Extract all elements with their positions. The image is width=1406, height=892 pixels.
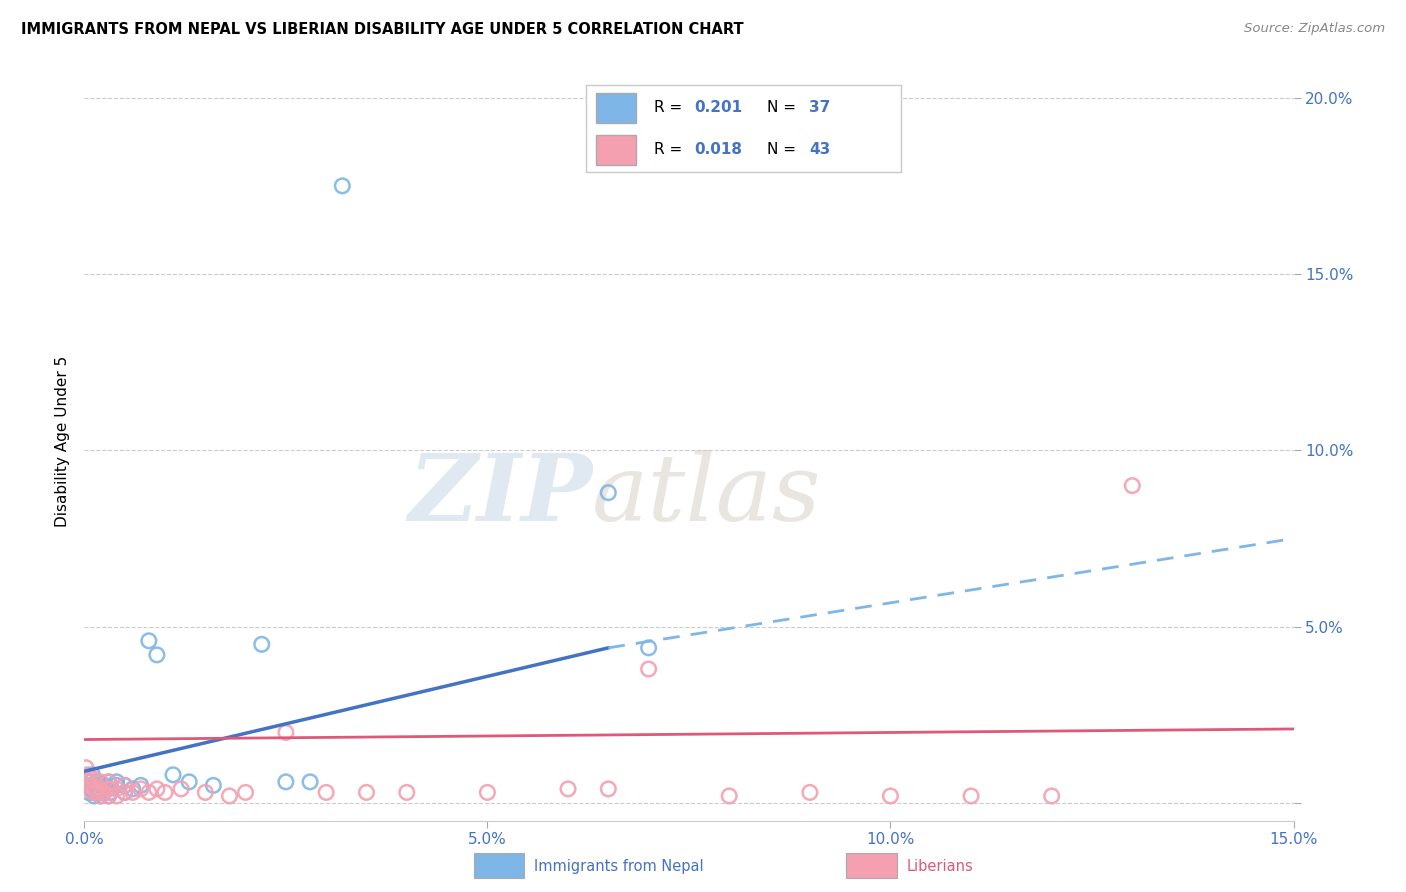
Point	[395, 785, 418, 799]
Text: atlas: atlas	[592, 450, 821, 540]
Point	[82, 778, 104, 792]
Text: ZIP: ZIP	[408, 450, 592, 540]
Point	[76, 768, 98, 782]
Point	[637, 662, 659, 676]
Point	[330, 178, 353, 193]
Text: Liberians: Liberians	[907, 859, 973, 873]
Point	[91, 785, 114, 799]
Point	[146, 648, 169, 662]
Point	[82, 785, 104, 799]
Point	[89, 775, 111, 789]
Point	[138, 633, 160, 648]
Point	[105, 789, 128, 803]
Point	[89, 778, 111, 792]
Point	[299, 775, 322, 789]
Point	[93, 778, 115, 792]
Point	[1121, 478, 1143, 492]
Point	[274, 775, 297, 789]
Point	[86, 785, 108, 799]
Point	[146, 781, 169, 796]
Point	[98, 785, 121, 799]
Point	[89, 781, 111, 796]
Point	[91, 785, 114, 799]
Point	[598, 781, 620, 796]
Point	[97, 775, 120, 789]
Point	[82, 778, 104, 792]
Point	[477, 785, 499, 799]
Point	[89, 789, 111, 803]
Point	[82, 785, 104, 799]
Point	[153, 785, 176, 799]
Point	[80, 775, 103, 789]
Point	[89, 781, 111, 796]
Point	[105, 775, 128, 789]
Point	[1040, 789, 1063, 803]
Point	[202, 778, 225, 792]
Point	[218, 789, 240, 803]
Point	[162, 768, 184, 782]
Point	[82, 772, 104, 786]
Point	[637, 640, 659, 655]
Point	[235, 785, 257, 799]
Point	[170, 781, 193, 796]
Point	[315, 785, 337, 799]
Point	[79, 781, 101, 796]
Point	[179, 775, 201, 789]
Point	[75, 761, 97, 775]
Point	[77, 775, 100, 789]
Point	[114, 785, 136, 799]
Point	[879, 789, 901, 803]
Point	[83, 789, 105, 803]
Point	[97, 781, 120, 796]
Point	[129, 781, 152, 796]
Point	[86, 775, 108, 789]
Point	[960, 789, 983, 803]
Point	[83, 781, 105, 796]
Point	[105, 781, 128, 796]
Point	[83, 781, 105, 796]
Text: Immigrants from Nepal: Immigrants from Nepal	[534, 859, 704, 873]
Point	[97, 789, 120, 803]
Point	[105, 778, 128, 792]
Point	[114, 778, 136, 792]
Point	[114, 785, 136, 799]
Point	[194, 785, 217, 799]
Text: Source: ZipAtlas.com: Source: ZipAtlas.com	[1244, 22, 1385, 36]
Point	[356, 785, 378, 799]
Point	[718, 789, 741, 803]
Point	[89, 789, 111, 803]
Point	[121, 785, 143, 799]
Point	[114, 778, 136, 792]
Point	[76, 778, 98, 792]
Point	[557, 781, 579, 796]
Y-axis label: Disability Age Under 5: Disability Age Under 5	[55, 356, 70, 527]
Point	[82, 768, 104, 782]
Point	[77, 785, 100, 799]
Point	[799, 785, 821, 799]
Point	[598, 485, 620, 500]
Point	[274, 725, 297, 739]
Point	[250, 637, 273, 651]
Point	[77, 778, 100, 792]
Point	[97, 775, 120, 789]
Point	[138, 785, 160, 799]
Point	[129, 778, 152, 792]
Text: IMMIGRANTS FROM NEPAL VS LIBERIAN DISABILITY AGE UNDER 5 CORRELATION CHART: IMMIGRANTS FROM NEPAL VS LIBERIAN DISABI…	[21, 22, 744, 37]
Point	[86, 785, 108, 799]
Point	[97, 789, 120, 803]
Point	[97, 781, 120, 796]
Point	[121, 781, 143, 796]
